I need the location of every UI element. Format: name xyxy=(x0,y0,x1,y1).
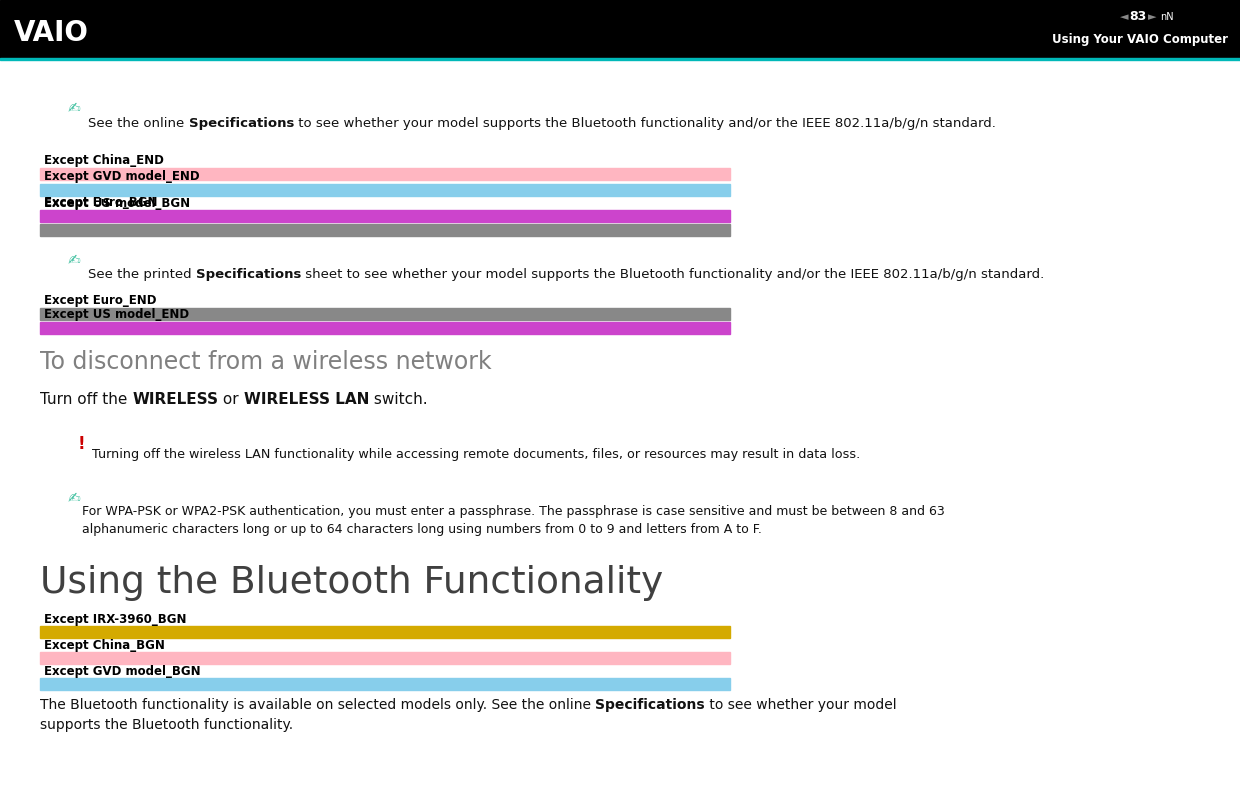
Text: ✍: ✍ xyxy=(68,490,81,505)
Text: Except Euro_END: Except Euro_END xyxy=(43,294,156,307)
Text: Turning off the wireless LAN functionality while accessing remote documents, fil: Turning off the wireless LAN functionali… xyxy=(92,448,861,461)
Text: Except China_END: Except China_END xyxy=(43,154,164,167)
Text: WIRELESS: WIRELESS xyxy=(133,392,218,407)
Text: Except IRX-3960_BGN: Except IRX-3960_BGN xyxy=(43,613,186,626)
Text: Except Euro_BGN: Except Euro_BGN xyxy=(43,196,157,209)
Text: Except China_BGN: Except China_BGN xyxy=(43,639,165,652)
Text: VAIO: VAIO xyxy=(14,19,89,47)
Text: nN: nN xyxy=(1159,12,1173,22)
Text: ►: ► xyxy=(1148,12,1157,22)
Text: Specifications: Specifications xyxy=(595,698,706,712)
Text: Using Your VAIO Computer: Using Your VAIO Computer xyxy=(1052,34,1228,47)
Text: ✍: ✍ xyxy=(68,252,81,267)
Text: sheet to see whether your model supports the Bluetooth functionality and/or the : sheet to see whether your model supports… xyxy=(301,268,1044,281)
Text: Except US model_BGN: Except US model_BGN xyxy=(43,197,190,210)
Text: WIRELESS LAN: WIRELESS LAN xyxy=(244,392,370,407)
Text: Using the Bluetooth Functionality: Using the Bluetooth Functionality xyxy=(40,565,663,601)
Text: Specifications: Specifications xyxy=(188,117,294,130)
Text: Except GVD model_BGN: Except GVD model_BGN xyxy=(43,665,201,678)
Bar xyxy=(40,626,730,638)
Bar xyxy=(40,184,730,196)
Text: See the online: See the online xyxy=(88,117,188,130)
Bar xyxy=(40,224,730,236)
Bar xyxy=(40,168,730,180)
Text: or: or xyxy=(218,392,244,407)
Text: ✍: ✍ xyxy=(68,100,81,115)
Text: To disconnect from a wireless network: To disconnect from a wireless network xyxy=(40,350,491,374)
Text: Except US model_END: Except US model_END xyxy=(43,308,190,321)
Text: Except GVD model_END: Except GVD model_END xyxy=(43,170,200,183)
Text: !: ! xyxy=(78,435,86,453)
Bar xyxy=(40,210,730,222)
Bar xyxy=(40,308,730,320)
Bar xyxy=(40,652,730,664)
Text: 83: 83 xyxy=(1130,10,1147,23)
Text: to see whether your model supports the Bluetooth functionality and/or the IEEE 8: to see whether your model supports the B… xyxy=(294,117,996,130)
Text: switch.: switch. xyxy=(370,392,428,407)
Bar xyxy=(40,678,730,690)
Bar xyxy=(0,58,1240,60)
Bar xyxy=(40,322,730,334)
Text: supports the Bluetooth functionality.: supports the Bluetooth functionality. xyxy=(40,718,293,732)
Text: The Bluetooth functionality is available on selected models only. See the online: The Bluetooth functionality is available… xyxy=(40,698,595,712)
Text: ◄: ◄ xyxy=(1120,12,1128,22)
Text: to see whether your model: to see whether your model xyxy=(706,698,897,712)
Text: For WPA-PSK or WPA2-PSK authentication, you must enter a passphrase. The passphr: For WPA-PSK or WPA2-PSK authentication, … xyxy=(82,505,945,536)
Text: See the printed: See the printed xyxy=(88,268,196,281)
Text: Specifications: Specifications xyxy=(196,268,301,281)
Text: Turn off the: Turn off the xyxy=(40,392,133,407)
Bar xyxy=(0,0,1240,58)
